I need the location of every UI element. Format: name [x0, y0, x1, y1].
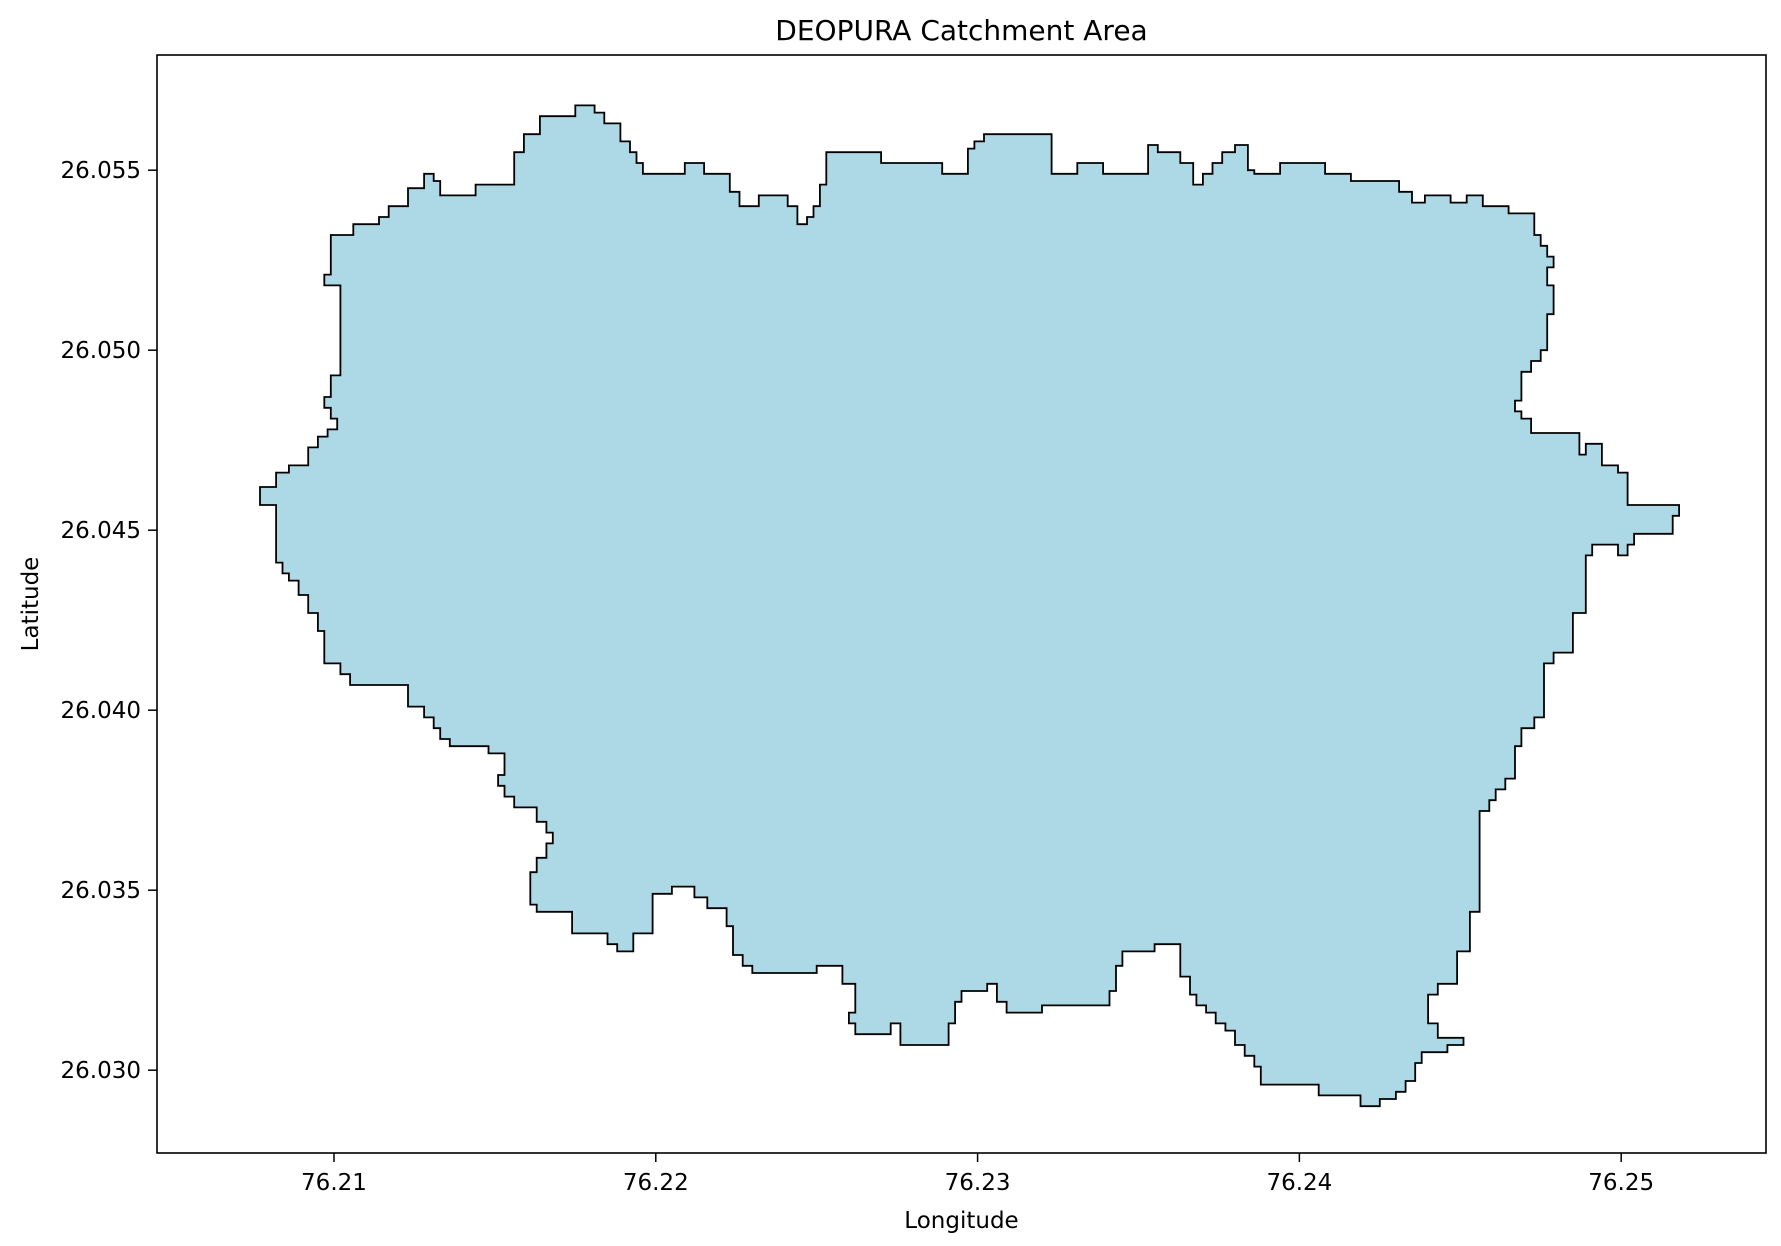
x-tick-label: 76.23 — [945, 1170, 1011, 1196]
x-tick-label: 76.21 — [301, 1170, 367, 1196]
plot-area — [259, 104, 1680, 1108]
y-tick-label: 26.035 — [61, 878, 141, 904]
y-axis-label: Latitude — [18, 557, 44, 652]
y-axis: 26.030 26.035 26.040 26.045 26.050 26.055 — [61, 158, 157, 1084]
x-axis: 76.21 76.22 76.23 76.24 76.25 — [301, 1153, 1654, 1196]
chart-title: DEOPURA Catchment Area — [775, 14, 1147, 47]
x-axis-label: Longitude — [904, 1208, 1018, 1234]
x-tick-label: 76.22 — [623, 1170, 689, 1196]
y-tick-label: 26.045 — [61, 518, 141, 544]
y-tick-label: 26.040 — [61, 698, 141, 724]
x-tick-label: 76.24 — [1266, 1170, 1332, 1196]
x-tick-label: 76.25 — [1588, 1170, 1654, 1196]
y-tick-label: 26.030 — [61, 1058, 141, 1084]
y-tick-label: 26.055 — [61, 158, 141, 184]
catchment-polygon — [259, 104, 1680, 1108]
y-tick-label: 26.050 — [61, 338, 141, 364]
axes-frame — [156, 54, 1767, 1154]
